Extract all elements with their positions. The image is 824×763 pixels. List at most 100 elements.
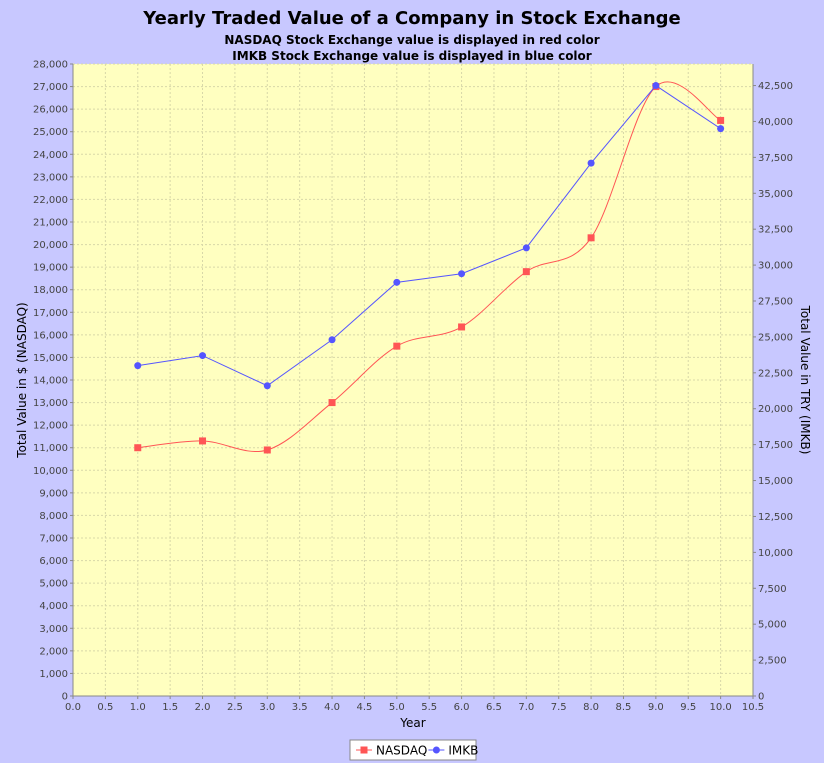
y-right-tick-label: 27,500 [758,297,793,308]
y-right-tick-label: 37,500 [758,153,793,164]
data-point-imkb [587,159,595,167]
x-tick-label: 0.0 [65,702,81,713]
chart-subtitle: IMKB Stock Exchange value is displayed i… [232,49,592,63]
chart-subtitle: NASDAQ Stock Exchange value is displayed… [224,33,599,47]
y-left-tick-label: 3,000 [39,624,68,635]
y-right-tick-label: 25,000 [758,332,793,343]
data-point-imkb [652,82,660,90]
y-left-tick-label: 23,000 [33,172,68,183]
y-left-tick-label: 6,000 [39,556,68,567]
data-point-imkb [199,352,207,360]
y-right-tick-label: 22,500 [758,368,793,379]
y-right-tick-label: 12,500 [758,512,793,523]
data-point-nasdaq [263,446,271,454]
x-tick-label: 8.5 [616,702,632,713]
y-right-tick-label: 30,000 [758,261,793,272]
x-axis-label: Year [399,716,425,730]
data-point-imkb [134,362,142,370]
data-point-nasdaq [393,342,401,350]
legend-label-imkb: IMKB [448,744,478,758]
x-tick-label: 4.5 [356,702,372,713]
x-tick-label: 9.0 [648,702,664,713]
x-tick-label: 5.5 [421,702,437,713]
y-right-tick-label: 2,500 [758,656,787,667]
y-right-tick-label: 42,500 [758,81,793,92]
y-left-tick-label: 15,000 [33,353,68,364]
data-point-nasdaq [587,234,595,242]
y-left-tick-label: 19,000 [33,263,68,274]
y-left-tick-label: 9,000 [39,488,68,499]
y-right-tick-label: 35,000 [758,189,793,200]
y-left-tick-label: 27,000 [33,82,68,93]
data-point-nasdaq [328,399,336,407]
y-left-tick-label: 4,000 [39,601,68,612]
x-tick-label: 10.0 [709,702,731,713]
x-tick-label: 7.0 [518,702,534,713]
y-right-tick-label: 17,500 [758,440,793,451]
y-left-tick-label: 25,000 [33,127,68,138]
y-left-tick-label: 10,000 [33,466,68,477]
y-left-tick-label: 20,000 [33,240,68,251]
y-left-tick-label: 26,000 [33,105,68,116]
y-left-tick-label: 24,000 [33,150,68,161]
x-tick-label: 4.0 [324,702,340,713]
data-point-imkb [458,270,466,278]
y-left-tick-label: 11,000 [33,443,68,454]
x-tick-label: 1.0 [130,702,146,713]
y-left-tick-label: 0 [62,692,68,703]
y-left-tick-label: 14,000 [33,376,68,387]
y-right-tick-label: 0 [758,692,764,703]
data-point-imkb [717,125,725,133]
x-tick-label: 6.0 [454,702,470,713]
data-point-nasdaq [134,444,142,452]
data-point-imkb [393,278,401,286]
y-right-tick-label: 20,000 [758,404,793,415]
y-left-tick-label: 13,000 [33,398,68,409]
y-left-tick-label: 17,000 [33,308,68,319]
x-tick-label: 2.0 [195,702,211,713]
x-tick-label: 0.5 [97,702,113,713]
x-tick-label: 1.5 [162,702,178,713]
x-tick-label: 6.5 [486,702,502,713]
y-left-tick-label: 21,000 [33,218,68,229]
y-left-tick-label: 8,000 [39,511,68,522]
data-point-nasdaq [458,323,466,331]
y-left-tick-label: 7,000 [39,534,68,545]
y-left-tick-label: 22,000 [33,195,68,206]
legend-marker-imkb [432,746,440,754]
x-tick-label: 3.0 [259,702,275,713]
x-tick-label: 2.5 [227,702,243,713]
y-left-tick-label: 5,000 [39,579,68,590]
y-left-tick-label: 28,000 [33,60,68,71]
y-left-axis-label: Total Value in $ (NASDAQ) [15,302,29,458]
chart-title: Yearly Traded Value of a Company in Stoc… [142,8,681,29]
y-right-tick-label: 15,000 [758,476,793,487]
data-point-imkb [263,382,271,390]
y-left-tick-label: 1,000 [39,669,68,680]
series-line-nasdaq [137,81,721,452]
data-point-nasdaq [522,268,530,276]
legend-box [349,739,477,761]
data-point-imkb [328,336,336,344]
y-left-tick-label: 18,000 [33,285,68,296]
x-tick-label: 10.5 [742,702,764,713]
y-left-tick-label: 16,000 [33,330,68,341]
y-right-tick-label: 7,500 [758,584,787,595]
data-point-nasdaq [717,116,725,124]
x-tick-label: 8.0 [583,702,599,713]
series-line-imkb [137,84,721,387]
x-tick-label: 7.5 [551,702,567,713]
y-left-tick-label: 2,000 [39,646,68,657]
data-point-nasdaq [199,437,207,445]
x-tick-label: 9.5 [680,702,696,713]
y-right-tick-label: 5,000 [758,620,787,631]
y-left-tick-label: 12,000 [33,421,68,432]
legend-marker-nasdaq [360,746,368,754]
y-right-axis-label: Total Value in TRY (IMKB) [798,305,812,455]
y-right-tick-label: 32,500 [758,225,793,236]
data-point-imkb [522,244,530,252]
y-right-tick-label: 10,000 [758,548,793,559]
legend-label-nasdaq: NASDAQ [376,744,427,758]
